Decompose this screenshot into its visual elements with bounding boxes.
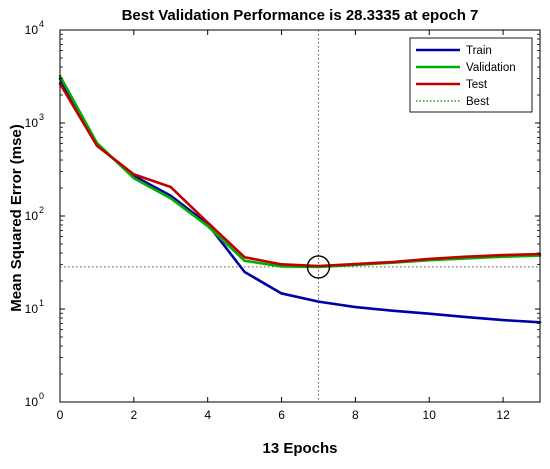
x-tick-label: 4 (204, 408, 211, 422)
x-tick-label: 12 (496, 408, 510, 422)
legend-label-train: Train (466, 45, 492, 57)
legend-label-test: Test (466, 79, 488, 91)
y-tick-exponent: 1 (39, 298, 44, 308)
y-tick-label: 10 (25, 116, 39, 130)
x-axis-label: 13 Epochs (262, 440, 337, 457)
series-line-train (58, 77, 542, 324)
y-tick-label: 10 (25, 23, 39, 37)
chart-title: Best Validation Performance is 28.3335 a… (122, 7, 479, 24)
y-tick-label: 10 (25, 302, 39, 316)
x-tick-label: 10 (423, 408, 437, 422)
legend: Train Validation Test Best (409, 37, 533, 113)
y-tick-exponent: 2 (39, 205, 44, 215)
legend-label-best: Best (466, 96, 490, 108)
series-line-validation (58, 74, 542, 269)
x-tick-label: 8 (352, 408, 359, 422)
y-tick-exponent: 4 (39, 19, 44, 29)
legend-label-validation: Validation (466, 62, 516, 74)
y-tick-exponent: 3 (39, 112, 44, 122)
y-tick-label: 10 (25, 395, 39, 409)
x-tick-label: 0 (57, 408, 64, 422)
best-marker (306, 255, 331, 279)
y-axis-label: Mean Squared Error (mse) (8, 124, 25, 312)
series-line-test (58, 82, 542, 268)
y-tick-exponent: 0 (39, 391, 44, 401)
x-tick-label: 6 (278, 408, 285, 422)
y-tick-label: 10 (25, 209, 39, 223)
x-tick-label: 2 (131, 408, 138, 422)
